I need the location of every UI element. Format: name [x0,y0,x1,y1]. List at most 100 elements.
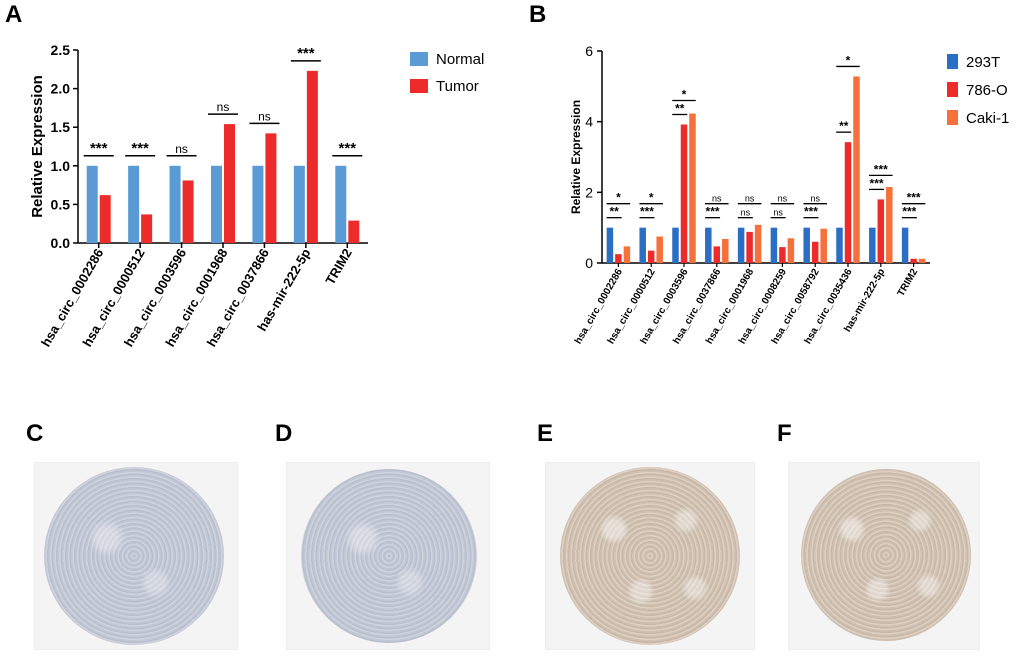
significance-label-786: ** [839,119,849,133]
tissue-core-d [301,469,477,643]
bar-caki-1 [656,236,663,263]
bar-caki-1 [623,246,631,263]
significance-label: ns [258,109,271,123]
bar-786-o [877,199,885,263]
panel-label-a: A [5,1,23,28]
significance-label-caki: ns [712,194,722,204]
significance-label-caki: * [649,191,654,205]
ihc-image-d [286,462,490,650]
significance-label: *** [339,140,357,157]
ihc-image-f [788,462,980,650]
bar-normal [335,165,347,243]
y-tick-label: 0.0 [51,235,71,251]
tissue-core-e [560,467,740,645]
bar-caki-1 [886,187,893,263]
legend-label-786-o: 786-O [966,82,1008,99]
bar-786-o [647,250,655,263]
significance-label-caki: *** [907,191,921,205]
significance-label-786: *** [902,205,916,219]
panel-label-f: F [777,420,792,447]
bar-caki-1 [754,224,762,263]
significance-label-786: *** [640,205,654,219]
y-tick-label: 4 [585,114,593,130]
significance-label-caki: ns [745,194,755,204]
bar-caki-1 [689,113,696,263]
bar-786-o [910,258,917,263]
bar-tumor [265,133,277,243]
bar-293t [901,227,909,263]
bar-tumor [306,70,318,244]
legend-label-normal: Normal [436,51,484,68]
significance-label-caki: * [682,87,687,101]
bar-normal [211,165,222,243]
significance-label-caki: ns [778,194,788,204]
legend-label-tumor: Tumor [436,78,479,95]
significance-label-caki: * [616,191,621,205]
bar-293t [672,227,679,263]
legend-swatch-normal [410,52,428,66]
legend-label-caki-1: Caki-1 [966,110,1009,127]
bar-normal [128,165,140,243]
bar-caki-1 [820,228,827,263]
bar-caki-1 [722,238,729,263]
significance-label: ns [217,100,230,114]
significance-label-786: *** [706,205,720,219]
significance-label-786: ** [675,101,685,115]
ihc-image-e [545,462,755,650]
panel-label-b: B [529,1,547,28]
significance-label-caki: * [846,53,851,67]
category-label: TRIM2 [322,246,354,287]
legend-label-293t: 293T [966,54,1000,71]
legend-swatch-tumor [410,79,428,93]
bar-tumor [224,124,235,243]
chart-a: 0.0 0.5 1.0 1.5 2.0 2.5 Relative Expression ***… [29,42,484,349]
bar-293t [606,227,614,263]
bar-786-o [779,247,786,263]
bar-normal [86,165,98,243]
tissue-core-f [801,469,971,641]
panel-label-d: D [275,420,293,447]
legend-swatch-293t [947,54,958,69]
tissue-core-c [44,467,224,645]
significance-label-786: *** [870,176,884,190]
bar-normal [252,165,264,243]
y-tick-label: 6 [585,43,593,59]
y-tick-label: 2.0 [51,81,71,97]
y-tick-label: 1.5 [51,119,71,135]
bar-786-o [615,254,622,263]
y-tick-label: 0 [585,255,593,271]
bar-293t [869,227,876,263]
significance-label: *** [131,140,149,157]
bar-786-o [746,231,753,263]
bar-tumor [141,214,153,243]
bar-786-o [811,241,819,263]
bar-tumor [348,220,360,243]
y-tick-label: 2.5 [51,42,71,58]
y-axis-label: Relative Expression [569,100,583,214]
panel-label-e: E [537,420,554,447]
y-axis-label: Relative Expression [29,75,46,218]
bar-caki-1 [918,258,926,263]
legend-swatch-caki-1 [947,110,958,125]
bar-786-o [680,124,688,263]
category-label: TRIM2 [896,267,921,299]
legend-swatch-786-o [947,82,958,97]
bar-786-o [713,246,721,263]
y-tick-label: 1.0 [51,158,71,174]
significance-label-786: ns [773,208,783,218]
bar-caki-1 [787,238,795,263]
panel-label-c: C [26,420,44,447]
bar-caki-1 [853,76,860,263]
bar-293t [770,227,778,263]
significance-label: ns [175,142,188,156]
ihc-image-c [34,462,238,650]
significance-label-caki: *** [874,162,888,176]
significance-label-caki: ns [810,194,820,204]
bar-786-o [844,142,852,263]
significance-label-786: ** [609,205,619,219]
significance-label: *** [90,140,108,157]
significance-label-786: ns [741,208,751,218]
significance-label: *** [297,45,315,62]
y-tick-label: 2 [585,184,593,200]
